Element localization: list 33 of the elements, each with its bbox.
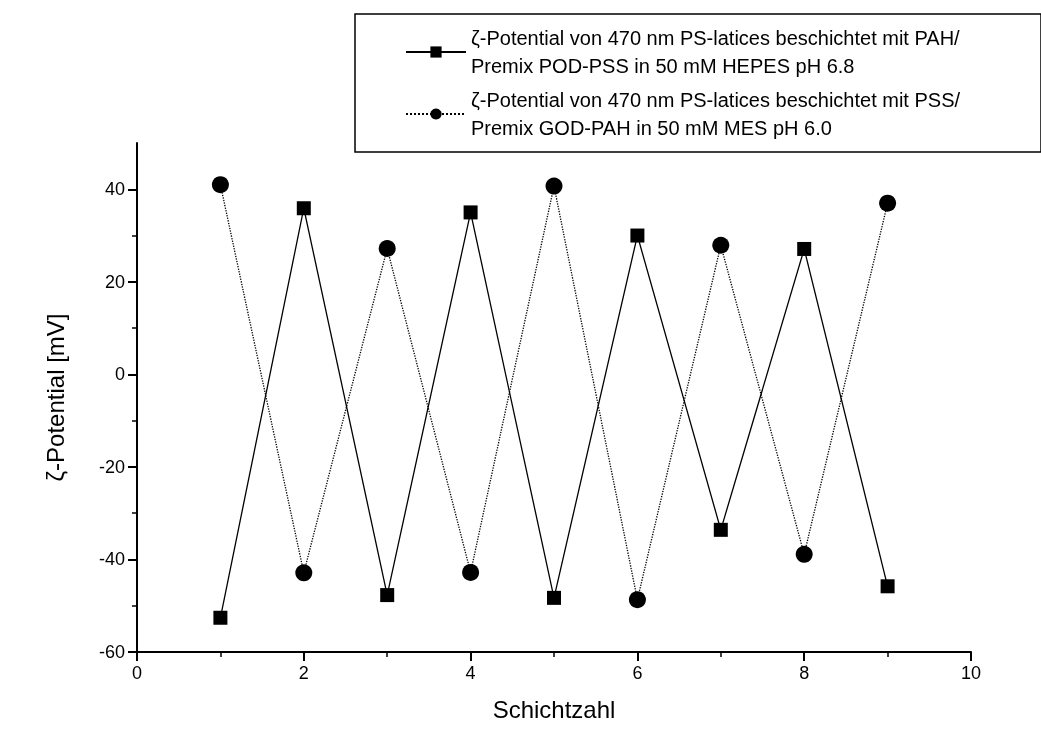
point (463, 205, 478, 220)
point (211, 176, 229, 194)
point (797, 241, 812, 256)
point (295, 564, 313, 582)
x-tick-label: 6 (632, 663, 643, 683)
x-tick-label: 10 (960, 663, 982, 683)
point (795, 545, 813, 563)
point (880, 579, 895, 594)
x-tick-label: 2 (298, 663, 309, 683)
point (378, 240, 396, 257)
point (879, 194, 897, 212)
y-tick-label: -20 (98, 456, 125, 477)
y-tick-label: 20 (104, 271, 125, 292)
y-axis-title: ζ-Potential [mV] (41, 313, 69, 482)
y-tick-label: -40 (98, 549, 125, 570)
y-tick-label: 40 (104, 179, 125, 200)
point (545, 177, 563, 195)
x-axis-title: Schichtzahl (492, 695, 616, 723)
point (213, 610, 228, 625)
point (380, 588, 395, 603)
point (547, 590, 561, 605)
y-tick-label: -60 (98, 642, 125, 662)
x-tick-label: 0 (131, 663, 143, 683)
point (296, 201, 311, 216)
point (462, 563, 480, 581)
point (628, 591, 646, 609)
point (713, 522, 728, 537)
y-tick-label: 0 (114, 364, 125, 385)
legend-label: ζ-Potential von 470 nm PS-latices beschichtet mit PSS/Premix GOD-PAH in 50 mM MES pH 6.0 (471, 89, 961, 139)
point (712, 236, 730, 254)
x-tick-label: 4 (465, 663, 476, 683)
x-tick-label: 8 (799, 663, 810, 683)
point (630, 228, 645, 243)
